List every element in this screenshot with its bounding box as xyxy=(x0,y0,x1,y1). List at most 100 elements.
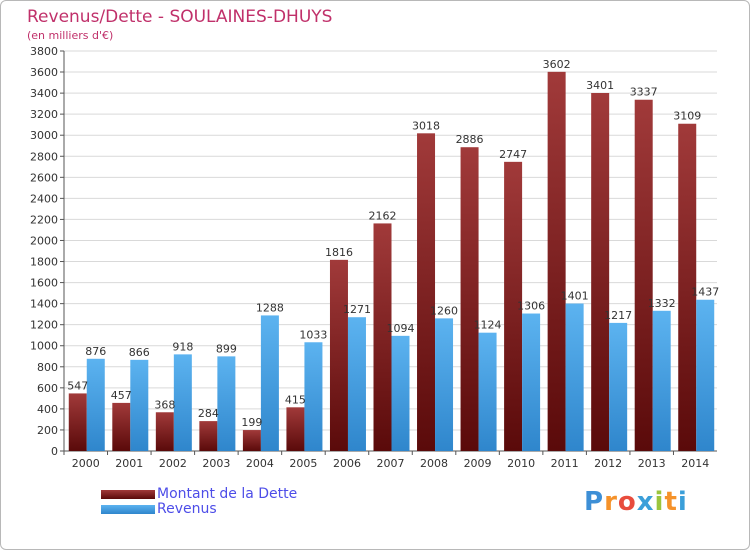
debt-value-label: 284 xyxy=(198,407,219,420)
revenue-bar xyxy=(86,358,105,451)
debt-value-label: 2162 xyxy=(369,209,397,222)
y-tick-label: 1200 xyxy=(30,319,58,332)
debt-value-label: 547 xyxy=(67,379,88,392)
revenue-value-label: 1288 xyxy=(256,301,284,314)
y-tick-label: 400 xyxy=(37,403,58,416)
logo-letter: i xyxy=(654,487,665,517)
y-tick-label: 3200 xyxy=(30,108,58,121)
y-tick-label: 3000 xyxy=(30,129,58,142)
debt-value-label: 3337 xyxy=(630,86,658,99)
revenue-bar xyxy=(391,335,410,451)
revenue-value-label: 866 xyxy=(129,346,150,359)
debt-bar xyxy=(329,259,348,451)
logo-letter: i xyxy=(677,487,688,517)
revenue-bar xyxy=(217,356,236,451)
y-tick-label: 0 xyxy=(51,445,58,458)
debt-bar xyxy=(634,99,653,451)
x-tick-label: 2013 xyxy=(638,457,666,470)
revenue-value-label: 918 xyxy=(172,340,193,353)
debt-value-label: 457 xyxy=(111,389,132,402)
revenue-value-label: 1033 xyxy=(299,328,327,341)
debt-bar xyxy=(373,223,392,451)
revenue-bar xyxy=(478,332,497,451)
y-tick-label: 1800 xyxy=(30,256,58,269)
x-tick-label: 2008 xyxy=(420,457,448,470)
debt-value-label: 3401 xyxy=(586,79,614,92)
revenue-bar xyxy=(435,318,454,451)
x-tick-label: 2005 xyxy=(289,457,317,470)
revenue-value-label: 1437 xyxy=(691,286,719,299)
x-tick-label: 2009 xyxy=(464,457,492,470)
x-tick-label: 2002 xyxy=(159,457,187,470)
proxiti-logo: Proxiti xyxy=(584,487,688,517)
y-tick-label: 2000 xyxy=(30,234,58,247)
debt-value-label: 3602 xyxy=(543,58,571,71)
revenue-bar xyxy=(609,322,628,451)
debt-bar xyxy=(68,393,87,451)
legend-swatch-debt xyxy=(101,490,155,499)
debt-bar xyxy=(678,123,697,451)
legend-label-debt: Montant de la Dette xyxy=(157,486,298,502)
y-tick-label: 800 xyxy=(37,361,58,374)
debt-bar xyxy=(460,147,479,452)
y-tick-label: 2200 xyxy=(30,213,58,226)
debt-value-label: 199 xyxy=(241,416,262,429)
debt-value-label: 3109 xyxy=(673,110,701,123)
x-tick-label: 2000 xyxy=(72,457,100,470)
debt-bar xyxy=(286,407,305,451)
y-tick-label: 2400 xyxy=(30,192,58,205)
y-tick-label: 3400 xyxy=(30,87,58,100)
y-tick-label: 1000 xyxy=(30,340,58,353)
x-tick-label: 2014 xyxy=(681,457,709,470)
legend-label-revenue: Revenus xyxy=(157,501,217,517)
revenue-value-label: 1094 xyxy=(387,322,415,335)
revenue-value-label: 876 xyxy=(85,345,106,358)
logo-letter: r xyxy=(604,487,618,517)
x-tick-label: 2004 xyxy=(246,457,274,470)
debt-bar xyxy=(417,133,436,451)
y-tick-label: 3800 xyxy=(30,45,58,58)
x-tick-label: 2003 xyxy=(202,457,230,470)
debt-bar xyxy=(504,161,523,451)
revenue-bar xyxy=(347,317,366,451)
debt-value-label: 415 xyxy=(285,393,306,406)
debt-bar xyxy=(199,421,218,451)
logo-letter: P xyxy=(584,487,605,517)
x-tick-label: 2012 xyxy=(594,457,622,470)
revenue-value-label: 1306 xyxy=(517,300,545,313)
y-tick-label: 2800 xyxy=(30,150,58,163)
logo-letter: t xyxy=(664,487,678,517)
revenue-bar xyxy=(565,303,584,451)
logo-letter: x xyxy=(636,487,655,517)
revenue-bar xyxy=(260,315,279,451)
y-tick-label: 600 xyxy=(37,382,58,395)
revenue-value-label: 1271 xyxy=(343,303,371,316)
revenue-value-label: 1332 xyxy=(648,297,676,310)
revenue-value-label: 899 xyxy=(216,342,237,355)
logo-letter: o xyxy=(617,487,637,517)
x-tick-label: 2006 xyxy=(333,457,361,470)
y-tick-label: 200 xyxy=(37,424,58,437)
debt-bar xyxy=(112,402,131,451)
chart-title: Revenus/Dette - SOULAINES-DHUYS xyxy=(27,7,333,27)
revenue-value-label: 1217 xyxy=(604,309,632,322)
revenue-bar xyxy=(130,359,149,451)
revenue-value-label: 1401 xyxy=(561,290,589,303)
debt-value-label: 368 xyxy=(154,398,175,411)
legend-swatch-revenue xyxy=(101,505,155,514)
debt-bar xyxy=(242,430,261,451)
debt-bar xyxy=(155,412,174,451)
revenue-bar xyxy=(652,310,671,451)
y-tick-label: 1600 xyxy=(30,277,58,290)
revenue-bar xyxy=(173,354,192,451)
revenue-bar xyxy=(304,342,323,451)
x-tick-label: 2010 xyxy=(507,457,535,470)
revenue-value-label: 1124 xyxy=(474,319,502,332)
y-tick-label: 1400 xyxy=(30,298,58,311)
x-tick-label: 2001 xyxy=(115,457,143,470)
debt-bar xyxy=(547,71,566,451)
revenue-value-label: 1260 xyxy=(430,304,458,317)
debt-value-label: 1816 xyxy=(325,246,353,259)
y-tick-label: 2600 xyxy=(30,171,58,184)
